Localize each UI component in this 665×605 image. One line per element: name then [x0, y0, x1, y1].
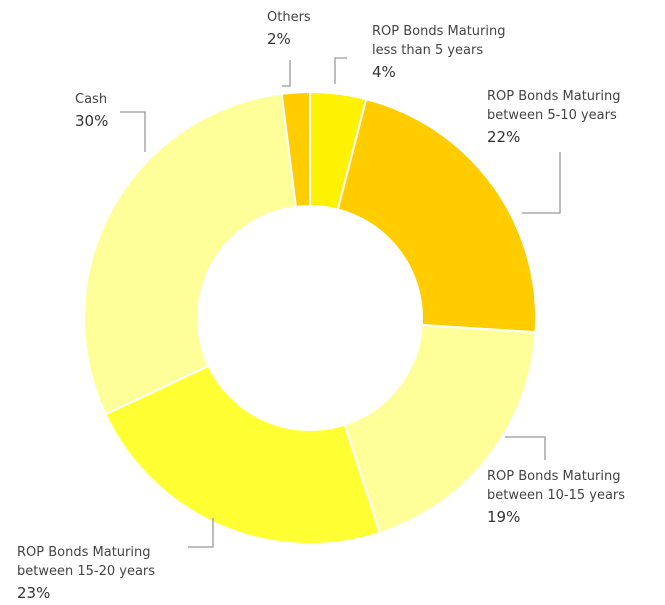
slice-label: ROP Bonds Maturing between 10-15 years 19… — [487, 467, 625, 529]
slice-label: ROP Bonds Maturing between 15-20 years 23… — [17, 543, 155, 605]
leader-line — [188, 518, 214, 548]
donut-slice — [83, 92, 298, 416]
value-label: 19% — [487, 508, 521, 526]
category-label: ROP Bonds Maturing between 5-10 years — [487, 89, 621, 123]
donut-slice — [336, 97, 537, 334]
slice-label: ROP Bonds Maturing between 5-10 years 22% — [487, 87, 620, 149]
category-label: ROP Bonds Maturing less than 5 years — [372, 24, 506, 58]
leader-line — [282, 60, 291, 87]
leader-line — [522, 152, 561, 214]
donut-slice — [104, 364, 382, 545]
category-label: Others — [267, 10, 311, 25]
slice-label: Others 2% — [267, 8, 311, 51]
leader-line — [505, 436, 546, 460]
category-label: Cash — [75, 92, 108, 107]
chart — [83, 57, 561, 548]
leader-line — [334, 57, 347, 84]
category-label: ROP Bonds Maturing between 15-20 years — [17, 545, 156, 579]
value-label: 22% — [487, 128, 521, 146]
value-label: 23% — [17, 584, 51, 602]
slice-label: Cash 30% — [75, 90, 108, 133]
value-label: 30% — [75, 112, 109, 130]
category-label: ROP Bonds Maturing between 10-15 years — [487, 469, 626, 503]
page: {"chart_data": {"type": "donut", "catego… — [17, 8, 626, 602]
slice-label: ROP Bonds Maturing less than 5 years 4% — [372, 22, 505, 84]
value-label: 4% — [372, 63, 396, 81]
donut-slice — [280, 90, 311, 209]
leader-line — [120, 111, 146, 152]
donut-slice — [343, 323, 537, 535]
value-label: 2% — [267, 30, 291, 48]
